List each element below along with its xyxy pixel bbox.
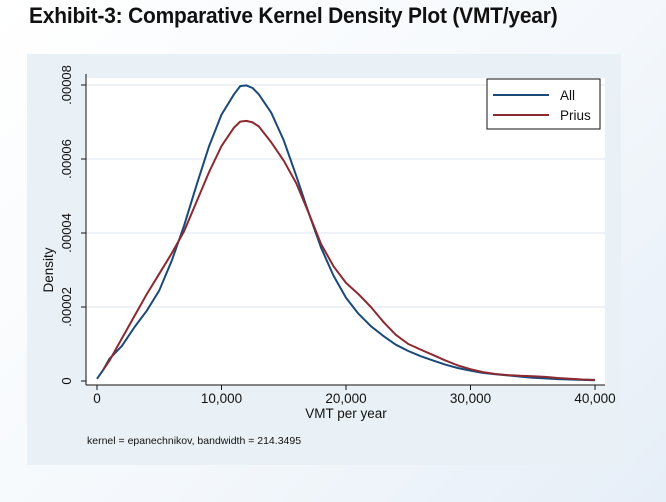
legend-label-all: All [560, 88, 575, 103]
x-axis-title: VMT per year [305, 406, 387, 421]
x-tick-label: 20,000 [325, 391, 366, 406]
y-tick-label: .00002 [59, 287, 74, 327]
y-tick-label: .00004 [59, 213, 74, 253]
legend-label-prius: Prius [560, 108, 591, 123]
series-line-prius [102, 119, 596, 381]
page-title: Exhibit-3: Comparative Kernel Density Pl… [29, 3, 558, 28]
y-tick-label: .00008 [59, 65, 74, 105]
x-tick-label: 10,000 [201, 391, 242, 406]
y-tick-label: .00006 [59, 139, 74, 179]
chart-panel: 0 .00002 .00004 .00006 .00008 0 10,000 20,000 30… [27, 54, 621, 465]
legend-box [486, 78, 601, 130]
x-tick-label: 0 [93, 391, 101, 406]
density-chart: 0 .00002 .00004 .00006 .00008 0 10,000 20,000 30… [41, 65, 616, 421]
x-tick-label: 30,000 [450, 391, 491, 406]
y-axis-title: Density [41, 247, 56, 292]
x-tick-label: 40,000 [574, 391, 615, 406]
kernel-note: kernel = epanechnikov, bandwidth = 214.3… [87, 435, 302, 447]
y-tick-label: 0 [59, 377, 74, 384]
